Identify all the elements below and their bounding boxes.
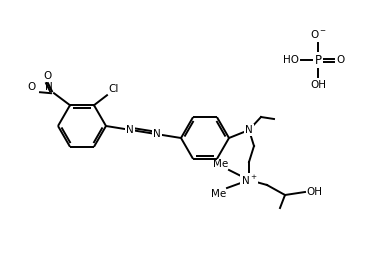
Text: N: N xyxy=(245,125,253,135)
Text: Me: Me xyxy=(211,189,226,199)
Text: Me: Me xyxy=(213,159,228,169)
Text: P: P xyxy=(314,54,322,67)
Text: OH: OH xyxy=(310,80,326,90)
Text: N: N xyxy=(126,125,134,135)
Text: HO: HO xyxy=(283,55,299,65)
Text: O$^-$: O$^-$ xyxy=(310,28,327,40)
Text: OH: OH xyxy=(306,187,322,197)
Text: Cl: Cl xyxy=(108,84,118,94)
Text: O: O xyxy=(336,55,344,65)
Text: O: O xyxy=(28,82,36,92)
Text: O: O xyxy=(43,71,51,81)
Text: N$^+$: N$^+$ xyxy=(241,174,257,187)
Text: N: N xyxy=(45,82,53,92)
Text: N: N xyxy=(153,129,161,139)
